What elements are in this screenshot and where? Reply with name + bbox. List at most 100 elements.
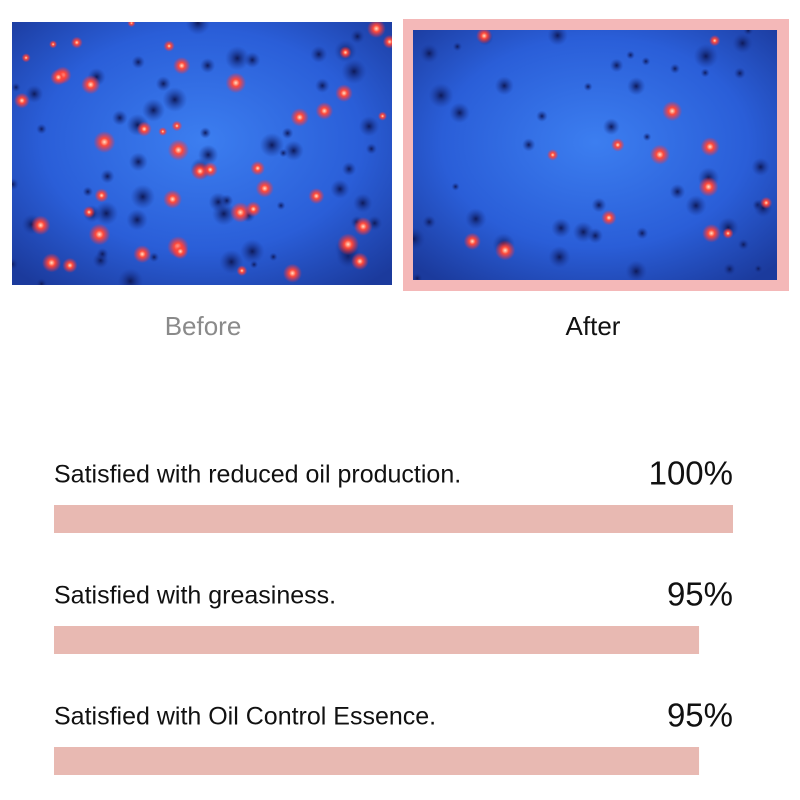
pore bbox=[551, 218, 571, 238]
red-spot bbox=[700, 137, 720, 157]
pore bbox=[365, 143, 378, 155]
red-spot bbox=[463, 232, 481, 250]
pore bbox=[117, 268, 144, 285]
after-label: After bbox=[566, 311, 621, 341]
red-spot bbox=[339, 46, 352, 59]
pore bbox=[141, 98, 165, 122]
red-spot bbox=[337, 233, 360, 256]
pore bbox=[341, 161, 357, 177]
red-spot bbox=[30, 215, 51, 236]
pore bbox=[751, 157, 770, 177]
red-spot bbox=[136, 121, 152, 137]
red-spot bbox=[81, 75, 101, 95]
pore bbox=[723, 262, 737, 276]
pore bbox=[413, 227, 426, 251]
red-spot bbox=[225, 72, 247, 94]
bar-label: Satisfied with greasiness. bbox=[54, 582, 336, 610]
pore bbox=[413, 272, 424, 280]
red-spot bbox=[649, 144, 670, 165]
pore bbox=[641, 56, 651, 66]
red-spot bbox=[546, 149, 559, 161]
red-spot bbox=[382, 34, 392, 49]
pore bbox=[602, 118, 620, 136]
red-spot bbox=[133, 245, 152, 264]
pore bbox=[737, 238, 750, 251]
pore bbox=[358, 115, 380, 137]
red-spot bbox=[88, 223, 111, 246]
pore bbox=[626, 76, 646, 96]
pore bbox=[548, 245, 571, 269]
pore bbox=[310, 45, 328, 63]
pore bbox=[82, 186, 94, 197]
pore bbox=[732, 32, 753, 54]
pore bbox=[162, 87, 188, 112]
red-spot bbox=[70, 36, 83, 49]
pore bbox=[240, 239, 265, 264]
pore bbox=[733, 67, 746, 80]
pore bbox=[572, 221, 594, 243]
pore bbox=[149, 252, 160, 263]
pore bbox=[685, 195, 707, 217]
red-spot bbox=[163, 40, 175, 52]
red-spot bbox=[367, 22, 386, 38]
pore bbox=[259, 132, 285, 158]
pore bbox=[225, 45, 250, 71]
red-spot bbox=[662, 101, 683, 122]
pore bbox=[642, 132, 652, 142]
pore bbox=[494, 76, 514, 96]
pore bbox=[341, 58, 367, 85]
red-spot bbox=[760, 196, 773, 209]
pore bbox=[128, 152, 148, 172]
pore bbox=[199, 127, 212, 139]
red-spot bbox=[62, 257, 78, 273]
pore bbox=[422, 215, 437, 229]
value-label: 100% bbox=[649, 455, 733, 492]
pore bbox=[185, 22, 211, 35]
bar-label: Satisfied with Oil Control Essence. bbox=[54, 703, 436, 731]
pore bbox=[281, 127, 294, 139]
pore bbox=[276, 201, 286, 211]
red-spot bbox=[173, 57, 191, 75]
pore bbox=[449, 102, 471, 124]
pore bbox=[155, 76, 171, 92]
pore bbox=[111, 110, 128, 126]
red-spot bbox=[158, 127, 168, 136]
pore bbox=[211, 201, 236, 226]
red-spot bbox=[167, 139, 190, 161]
pore bbox=[428, 83, 454, 108]
red-spot bbox=[230, 202, 251, 223]
red-spot bbox=[93, 131, 116, 153]
pore bbox=[94, 201, 119, 226]
red-spot bbox=[21, 53, 31, 63]
bar bbox=[54, 505, 733, 533]
pore bbox=[269, 252, 278, 262]
pore bbox=[609, 58, 624, 73]
red-spot bbox=[94, 188, 109, 203]
bar bbox=[54, 626, 700, 654]
pore bbox=[626, 50, 635, 60]
red-spot bbox=[14, 92, 30, 109]
pore bbox=[536, 110, 548, 122]
pore bbox=[635, 227, 649, 240]
bar bbox=[54, 747, 700, 775]
pore bbox=[220, 194, 234, 208]
pore bbox=[452, 41, 463, 52]
pore bbox=[350, 29, 365, 44]
before-label: Before bbox=[165, 311, 242, 341]
pore bbox=[700, 68, 710, 78]
pore bbox=[36, 123, 47, 135]
red-spot bbox=[83, 206, 96, 219]
red-spot bbox=[171, 120, 183, 132]
pore bbox=[693, 43, 719, 69]
pore bbox=[547, 30, 568, 46]
red-spot bbox=[308, 188, 325, 205]
red-spot bbox=[127, 22, 136, 28]
value-label: 95% bbox=[667, 576, 733, 613]
pore bbox=[669, 63, 681, 74]
pore bbox=[12, 257, 19, 271]
pore bbox=[126, 208, 148, 231]
pore bbox=[625, 260, 648, 280]
red-spot bbox=[245, 201, 262, 217]
